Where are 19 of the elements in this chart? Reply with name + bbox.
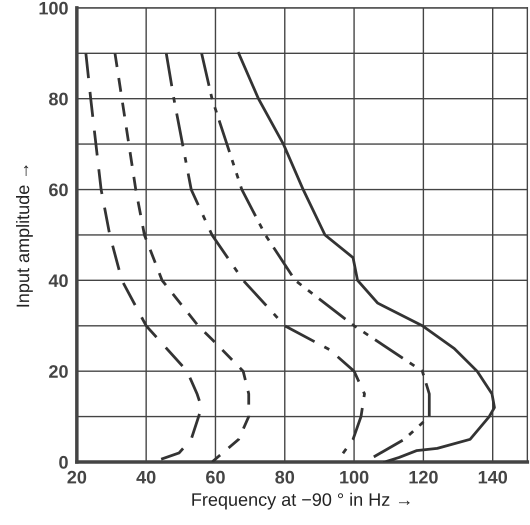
y-tick-label: 60 xyxy=(49,183,68,196)
y-axis-title: Input amplitude → xyxy=(16,165,33,307)
x-tick-label: 20 xyxy=(67,470,86,484)
line-series xyxy=(84,52,203,462)
x-tick-label: 120 xyxy=(409,470,438,484)
x-tick-label: 60 xyxy=(206,470,225,484)
x-tick-label: 80 xyxy=(275,470,294,484)
x-axis-title: Frequency at −90 ° in Hz → xyxy=(192,492,410,510)
y-tick-label: 0 xyxy=(59,456,68,469)
y-tick-label: 20 xyxy=(49,365,68,378)
line-series xyxy=(200,52,431,459)
y-tick-label: 40 xyxy=(48,274,68,288)
line-series xyxy=(237,52,496,462)
y-tick-label: 100 xyxy=(40,2,68,15)
x-tick-label: 40 xyxy=(136,470,156,484)
x-tick-label: 140 xyxy=(478,470,508,484)
x-tick-label: 100 xyxy=(340,470,368,484)
y-tick-label: 80 xyxy=(49,92,68,106)
line-series xyxy=(114,52,250,462)
